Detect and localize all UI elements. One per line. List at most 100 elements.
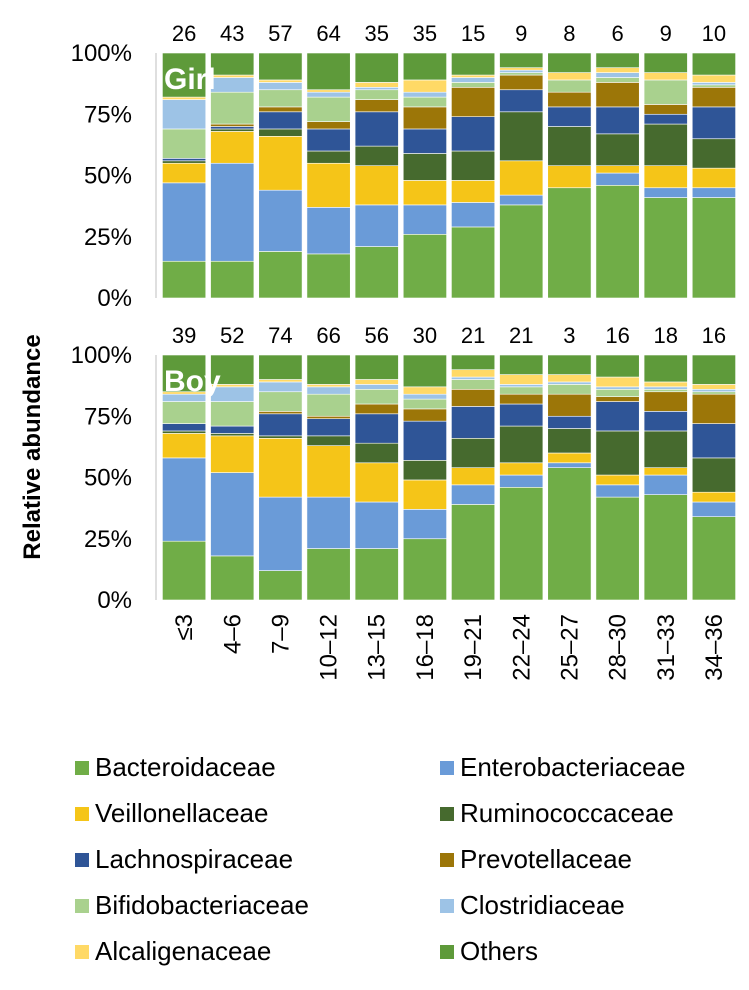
bar-segment-others bbox=[306, 354, 351, 385]
bar-segment-bifidobacteriaceae bbox=[643, 388, 688, 393]
x-category-label: ≤3 bbox=[171, 614, 198, 641]
bar-segment-bacteroidaceae bbox=[210, 555, 255, 601]
bar-segment-bacteroidaceae bbox=[691, 197, 736, 299]
legend-label: Bacteroidaceae bbox=[95, 752, 276, 782]
bar-segment-veillonellaceae bbox=[210, 131, 255, 164]
bar-segment-bacteroidaceae bbox=[691, 516, 736, 601]
bar-segment-lachnospiraceae bbox=[451, 406, 496, 439]
bar-segment-ruminococcaceae bbox=[499, 111, 544, 162]
bar-segment-ruminococcaceae bbox=[258, 435, 303, 439]
y-tick-label: 25% bbox=[84, 526, 132, 553]
sample-count-label: 57 bbox=[268, 21, 292, 46]
bar-segment-others bbox=[547, 354, 592, 375]
bar-segment-ruminococcaceae bbox=[162, 160, 207, 164]
x-category-label: 4–6 bbox=[219, 614, 246, 654]
bar-segment-clostridiaceae bbox=[451, 376, 496, 380]
bar-segment-bacteroidaceae bbox=[402, 538, 447, 601]
bar-segment-others bbox=[258, 354, 303, 380]
bar-segment-alcaligenaceae bbox=[210, 74, 255, 78]
legend-label: Bifidobacteriaceae bbox=[95, 890, 309, 920]
x-category-label: 34–36 bbox=[701, 614, 728, 681]
bar-segment-bacteroidaceae bbox=[451, 226, 496, 299]
bar-segment-bifidobacteriaceae bbox=[595, 388, 640, 397]
stacked-bar bbox=[595, 354, 640, 601]
legend-swatch bbox=[75, 899, 89, 913]
stacked-bar bbox=[402, 354, 447, 601]
bar-segment-enterobacteriaceae bbox=[162, 457, 207, 542]
bar-segment-clostridiaceae bbox=[402, 393, 447, 400]
stacked-bar bbox=[499, 52, 544, 299]
bar-segment-ruminococcaceae bbox=[691, 457, 736, 493]
bar-segment-enterobacteriaceae bbox=[595, 484, 640, 498]
bar-segment-bacteroidaceae bbox=[258, 570, 303, 601]
bar-segment-bifidobacteriaceae bbox=[402, 96, 447, 108]
bar-segment-veillonellaceae bbox=[547, 452, 592, 464]
bar-segment-ruminococcaceae bbox=[643, 430, 688, 469]
stacked-bar bbox=[547, 52, 592, 299]
bar-segment-ruminococcaceae bbox=[306, 150, 351, 164]
bar-segment-ruminococcaceae bbox=[210, 128, 255, 132]
stacked-bar bbox=[258, 354, 303, 601]
legend-label: Enterobacteriaceae bbox=[460, 752, 685, 782]
sample-count-label: 52 bbox=[220, 323, 244, 348]
bar-segment-enterobacteriaceae bbox=[547, 462, 592, 468]
bar-segment-alcaligenaceae bbox=[691, 384, 736, 390]
sample-count-label: 35 bbox=[365, 21, 389, 46]
bar-segment-enterobacteriaceae bbox=[354, 501, 399, 549]
legend-item: Veillonellaceae bbox=[75, 798, 268, 828]
stacked-bar bbox=[691, 52, 736, 299]
bar-segment-ruminococcaceae bbox=[691, 138, 736, 169]
sample-count-label: 10 bbox=[702, 21, 726, 46]
bar-segment-ruminococcaceae bbox=[258, 128, 303, 137]
sample-count-label: 15 bbox=[461, 21, 485, 46]
bar-segment-enterobacteriaceae bbox=[451, 484, 496, 505]
bar-segment-bifidobacteriaceae bbox=[162, 128, 207, 159]
stacked-bar bbox=[643, 354, 688, 601]
bar-segment-others bbox=[162, 52, 207, 98]
bar-segment-others bbox=[451, 52, 496, 76]
bar-segment-bifidobacteriaceae bbox=[306, 96, 351, 122]
legend-item: Others bbox=[440, 936, 538, 966]
bar-segment-ruminococcaceae bbox=[306, 435, 351, 446]
legend-item: Lachnospiraceae bbox=[75, 844, 293, 874]
sample-count-label: 9 bbox=[660, 21, 672, 46]
sample-count-label: 26 bbox=[172, 21, 196, 46]
bar-segment-clostridiaceae bbox=[691, 388, 736, 393]
bar-segment-clostridiaceae bbox=[402, 91, 447, 98]
x-category-label: 25–27 bbox=[556, 614, 583, 681]
bar-segment-alcaligenaceae bbox=[643, 72, 688, 81]
legend: Bacteroidaceae Enterobacteriaceae Veillone… bbox=[75, 752, 685, 966]
bar-segment-enterobacteriaceae bbox=[210, 162, 255, 262]
bar-segment-bacteroidaceae bbox=[306, 253, 351, 299]
bar-segment-bifidobacteriaceae bbox=[354, 89, 399, 100]
bar-segment-others bbox=[306, 52, 351, 91]
bar-segment-veillonellaceae bbox=[306, 162, 351, 208]
bar-segment-bacteroidaceae bbox=[402, 234, 447, 299]
bar-segment-lachnospiraceae bbox=[210, 425, 255, 434]
bar-segment-clostridiaceae bbox=[595, 72, 640, 78]
legend-item: Prevotellaceae bbox=[440, 844, 632, 874]
bar-segment-bacteroidaceae bbox=[354, 548, 399, 601]
bar-segment-clostridiaceae bbox=[306, 91, 351, 98]
x-category-label: 31–33 bbox=[653, 614, 680, 681]
legend-label: Others bbox=[460, 936, 538, 966]
stacked-bar bbox=[402, 52, 447, 299]
bar-segment-clostridiaceae bbox=[643, 386, 688, 390]
bar-segment-clostridiaceae bbox=[595, 386, 640, 390]
bar-segment-alcaligenaceae bbox=[547, 374, 592, 383]
legend-swatch bbox=[75, 945, 89, 959]
bar-segment-enterobacteriaceae bbox=[595, 172, 640, 186]
bar-segment-alcaligenaceae bbox=[402, 79, 447, 93]
sample-count-label: 39 bbox=[172, 323, 196, 348]
y-tick-label: 25% bbox=[84, 224, 132, 251]
bar-segment-lachnospiraceae bbox=[691, 423, 736, 459]
bar-segment-bacteroidaceae bbox=[499, 204, 544, 299]
bar-segment-enterobacteriaceae bbox=[691, 501, 736, 517]
bar-segment-veillonellaceae bbox=[643, 467, 688, 476]
bar-segment-bifidobacteriaceae bbox=[547, 79, 592, 93]
bar-segment-veillonellaceae bbox=[402, 180, 447, 206]
y-tick-label: 50% bbox=[84, 163, 132, 190]
bar-segment-lachnospiraceae bbox=[402, 128, 447, 154]
bar-segment-others bbox=[162, 354, 207, 393]
stacked-bar bbox=[451, 354, 496, 601]
